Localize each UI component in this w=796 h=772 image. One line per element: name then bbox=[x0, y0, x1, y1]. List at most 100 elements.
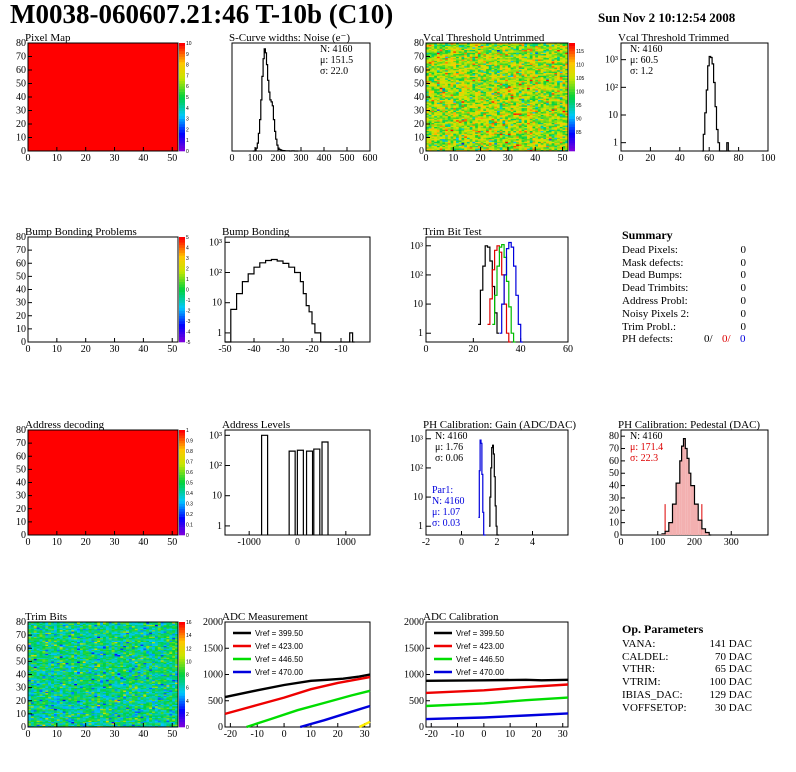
address-levels-peak bbox=[288, 450, 296, 535]
address-levels-ytick-label: 10³ bbox=[209, 430, 222, 441]
address-decoding-scale-label: 0.6 bbox=[186, 470, 193, 476]
trim-bit-test-ytick-label: 10 bbox=[413, 299, 423, 310]
op-parameter-label: VTRIM: bbox=[622, 676, 661, 689]
bump-bonding-problems-ytick-label: 80 bbox=[16, 232, 26, 243]
vcal-untrimmed-ytick-label: 70 bbox=[414, 52, 424, 63]
bump-bonding-problems-scale-label: -1 bbox=[186, 298, 191, 304]
pixel-map-scale-label: 2 bbox=[186, 127, 189, 133]
op-parameter-label: VTHR: bbox=[622, 663, 655, 676]
bump-bonding-problems-fill bbox=[28, 237, 178, 342]
address-decoding-scale-label: 0.8 bbox=[186, 449, 193, 455]
ph-pedestal-stats-line: μ: 171.4 bbox=[630, 442, 663, 453]
ph-gain-title: PH Calibration: Gain (ADC/DAC) bbox=[423, 419, 576, 431]
pixel-map-ytick-label: 80 bbox=[16, 38, 26, 49]
adc-measurement-ytick-label: 500 bbox=[208, 696, 223, 707]
bump-bonding-problems-ytick-label: 70 bbox=[16, 245, 26, 256]
pixel-map-scale-label: 9 bbox=[186, 52, 189, 58]
address-decoding-scale-label: 1 bbox=[186, 428, 189, 434]
adc-calibration-xtick-label: 10 bbox=[505, 729, 515, 740]
ph-pedestal-stats-line: σ: 22.3 bbox=[630, 453, 658, 464]
address-levels-peak bbox=[321, 441, 329, 535]
bump-bonding-problems-xtick-label: 20 bbox=[81, 344, 91, 355]
scurve-xtick-label: 100 bbox=[248, 153, 263, 164]
adc-calibration-series-line bbox=[425, 678, 569, 682]
summary-label: Noisy Pixels 2: bbox=[622, 307, 690, 320]
address-decoding-ytick-label: 10 bbox=[16, 517, 26, 528]
adc-measurement-ytick-label: 1500 bbox=[203, 643, 223, 654]
op-parameter-label: CALDEL: bbox=[622, 650, 669, 663]
trim-bits-xtick-label: 20 bbox=[81, 729, 91, 740]
vcal-trimmed-xtick-label: 80 bbox=[734, 153, 744, 164]
vcal-untrimmed-xtick-label: 0 bbox=[424, 153, 429, 164]
ph-pedestal-ytick-label: 40 bbox=[609, 481, 619, 492]
vcal-trimmed-xtick-label: 20 bbox=[645, 153, 655, 164]
vcal-untrimmed-xtick-label: 50 bbox=[558, 153, 568, 164]
address-decoding-scale-label: 0.4 bbox=[186, 491, 193, 497]
trim-bit-test-title: Trim Bit Test bbox=[423, 226, 482, 238]
trim-bits-ytick-label: 30 bbox=[16, 683, 26, 694]
pixel-map-ytick-label: 30 bbox=[16, 106, 26, 117]
bump-bonding-problems-xtick-label: 10 bbox=[52, 344, 62, 355]
adc-calibration-xtick-label: -20 bbox=[425, 729, 438, 740]
bump-bonding-xtick-label: -10 bbox=[334, 344, 347, 355]
address-decoding-scale-label: 0.9 bbox=[186, 439, 193, 445]
ph-pedestal-bar bbox=[698, 520, 702, 535]
trim-bits-ytick-label: 0 bbox=[21, 722, 26, 733]
bump-bonding-title: Bump Bonding bbox=[222, 226, 290, 238]
bump-bonding-problems-scale-label: 0 bbox=[186, 288, 189, 294]
address-levels-title: Address Levels bbox=[222, 419, 290, 431]
adc-calibration-ytick-label: 2000 bbox=[404, 617, 424, 628]
bump-bonding-problems-ytick-label: 50 bbox=[16, 271, 26, 282]
address-levels-xtick-label: -1000 bbox=[237, 537, 260, 548]
address-decoding-scale-label: 0 bbox=[186, 533, 189, 539]
ph-pedestal-ytick-label: 30 bbox=[609, 493, 619, 504]
bump-bonding-problems-ytick-label: 10 bbox=[16, 324, 26, 335]
address-levels-peak bbox=[313, 448, 321, 535]
ph-pedestal-bar bbox=[681, 446, 684, 535]
vcal-untrimmed-ytick-label: 50 bbox=[414, 79, 424, 90]
adc-calibration-ytick-label: 0 bbox=[419, 722, 424, 733]
op-parameter-label: VANA: bbox=[622, 637, 656, 650]
adc-measurement-xtick-label: 20 bbox=[333, 729, 343, 740]
ph-defects-row: PH defects: 0/ 0/ 0 bbox=[622, 333, 752, 346]
trim-bits-scale-label: 4 bbox=[186, 699, 189, 705]
ph-pedestal-xtick-label: 200 bbox=[687, 537, 702, 548]
ph-pedestal-series-line bbox=[661, 438, 712, 536]
bump-bonding-problems-color-scale: -5 -4 -3 -2 -1 0 1 2 3 4 5 bbox=[179, 235, 191, 346]
vcal-untrimmed-scale-label: 115 bbox=[576, 49, 584, 55]
trim-bits-scale-label: 14 bbox=[186, 633, 192, 639]
vcal-trimmed-ytick-label: 10² bbox=[605, 82, 618, 93]
bump-bonding-problems-scale-label: 5 bbox=[186, 235, 189, 241]
ph-pedestal-title: PH Calibration: Pedestal (DAC) bbox=[618, 419, 760, 431]
vcal-trimmed-axes: 0 20 40 60 80 100 1 10 10² 10³ bbox=[605, 42, 776, 164]
vcal-trimmed-title: Vcal Threshold Trimmed bbox=[618, 32, 730, 44]
vcal-trimmed-xtick-label: 0 bbox=[619, 153, 624, 164]
pixel-map-ytick-label: 60 bbox=[16, 65, 26, 76]
scurve-stats-line: N: 4160 bbox=[320, 44, 353, 55]
ph-gain-ytick-label: 1 bbox=[418, 521, 423, 532]
vcal-untrimmed-ytick-label: 80 bbox=[414, 38, 424, 49]
pixel-map-xtick-label: 10 bbox=[52, 153, 62, 164]
adc-calibration-series-line bbox=[425, 696, 569, 708]
trim-bit-test-series-line bbox=[499, 241, 523, 343]
summary-label: Dead Bumps: bbox=[622, 269, 683, 282]
adc-measurement-title: ADC Measurement bbox=[222, 611, 308, 623]
adc-calibration-ytick-label: 1000 bbox=[404, 670, 424, 681]
address-levels-ytick-label: 10 bbox=[212, 491, 222, 502]
bump-bonding-ytick-label: 10² bbox=[209, 268, 222, 279]
vcal-untrimmed-xtick-label: 10 bbox=[448, 153, 458, 164]
address-decoding-scale-label: 0.2 bbox=[186, 512, 193, 518]
trim-bits-ytick-label: 10 bbox=[16, 709, 26, 720]
address-decoding-ytick-label: 60 bbox=[16, 451, 26, 462]
adc-measurement-legend-label: Vref = 399.50 bbox=[255, 629, 304, 638]
adc-calibration-ytick-label: 1500 bbox=[404, 643, 424, 654]
ph-gain-stats-line: σ: 0.06 bbox=[435, 453, 463, 464]
op-parameter-value: 65 DAC bbox=[715, 663, 752, 676]
summary-value: 0 bbox=[740, 256, 747, 269]
pixel-map-xtick-label: 30 bbox=[110, 153, 120, 164]
op-parameter-label: IBIAS_DAC: bbox=[622, 688, 683, 701]
trim-bits-xtick-label: 10 bbox=[52, 729, 62, 740]
trim-bits-scale-label: 12 bbox=[186, 646, 192, 652]
bump-bonding-problems-ytick-label: 40 bbox=[16, 285, 26, 296]
